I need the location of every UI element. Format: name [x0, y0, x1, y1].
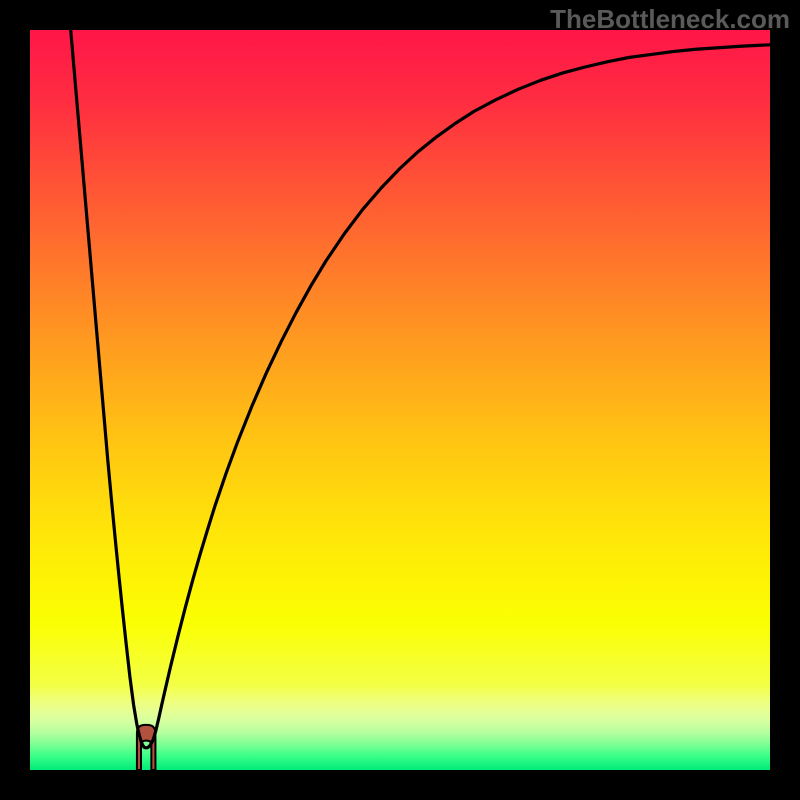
- chart-svg: [30, 30, 770, 770]
- gradient-background: [30, 30, 770, 770]
- plot-area: [30, 30, 770, 770]
- figure-root: TheBottleneck.com: [0, 0, 800, 800]
